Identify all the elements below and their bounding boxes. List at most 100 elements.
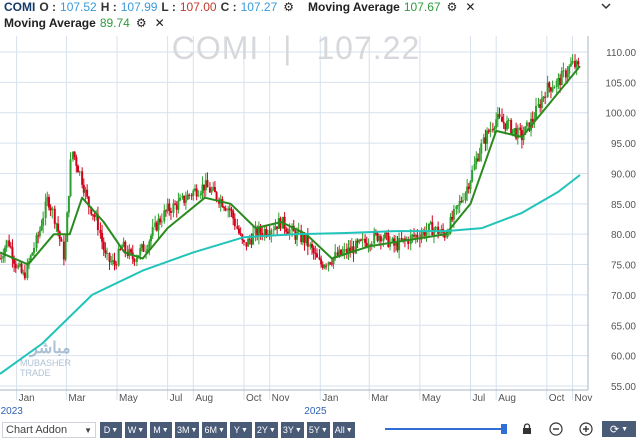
collapse-chevron-icon[interactable]: [600, 0, 612, 12]
candle-body: [391, 238, 394, 242]
candle-body: [438, 231, 441, 234]
period-button-3m[interactable]: 3M ▼: [175, 422, 200, 438]
candle-body: [33, 247, 36, 253]
candle-body: [75, 157, 78, 166]
candle-body: [35, 235, 38, 248]
period-button-5y[interactable]: 5Y ▼: [306, 422, 330, 438]
candle-body: [544, 96, 547, 98]
period-button-w[interactable]: W ▼: [125, 422, 147, 438]
x-tick-label: Nov: [575, 393, 593, 404]
chevron-down-icon: ▼: [111, 426, 119, 434]
candle-body: [427, 223, 430, 231]
candle-body: [64, 241, 67, 260]
candle-body: [184, 199, 187, 203]
candle-body: [549, 87, 552, 92]
candle-body: [347, 247, 350, 254]
candle-body: [252, 233, 255, 245]
candle-body: [215, 192, 218, 200]
candle-body: [403, 238, 406, 240]
candle-body: [486, 130, 489, 144]
candle-body: [507, 119, 510, 122]
candle-body: [382, 238, 385, 242]
candle-body: [286, 231, 289, 235]
candle-body: [197, 195, 200, 197]
ma1-close-icon[interactable]: ✕: [465, 0, 476, 14]
candle-body: [40, 225, 43, 231]
y-tick-label: 95.00: [611, 139, 636, 150]
period-button-2y[interactable]: 2Y ▼: [254, 422, 278, 438]
period-button-3y[interactable]: 3Y ▼: [280, 422, 304, 438]
zoom-in-icon[interactable]: [578, 421, 594, 437]
candle-body: [522, 134, 525, 141]
candle-body: [108, 253, 111, 262]
period-label: M: [153, 425, 161, 435]
watermark-separator: |: [283, 30, 293, 66]
y-tick-label: 110.00: [606, 48, 636, 59]
candle-body: [559, 78, 562, 86]
ma1-gear-icon[interactable]: ⚙: [446, 0, 458, 14]
watermark: COMI | 107.22: [0, 30, 592, 67]
candle-body: [159, 218, 162, 223]
chart-addon-label: Chart Addon: [6, 424, 68, 436]
candle-body: [145, 251, 148, 253]
candle-body: [314, 252, 317, 254]
candle-body: [455, 206, 458, 209]
candle-body: [491, 129, 494, 131]
candle-body: [449, 216, 452, 234]
candle-body: [505, 121, 508, 130]
candle-body: [539, 104, 542, 108]
candle-body: [204, 180, 207, 191]
candle-body: [22, 272, 25, 274]
ma2-close-icon[interactable]: ✕: [154, 16, 165, 30]
range-slider[interactable]: [385, 423, 507, 435]
period-button-m[interactable]: M ▼: [150, 422, 172, 438]
period-button-all[interactable]: All ▼: [332, 422, 355, 438]
chevron-down-icon: ▼: [240, 426, 248, 434]
x-year-label: 2025: [304, 406, 327, 417]
candle-body: [501, 116, 504, 122]
candle-body: [201, 184, 204, 194]
refresh-button[interactable]: ⟳ ▼: [602, 421, 636, 437]
candle-body: [148, 241, 151, 250]
candle-body: [566, 73, 569, 78]
slider-handle[interactable]: [501, 424, 507, 434]
period-button-y[interactable]: Y ▼: [229, 422, 252, 438]
y-tick-label: 60.00: [611, 352, 636, 363]
candle-body: [110, 261, 113, 263]
period-button-6m[interactable]: 6M ▼: [202, 422, 227, 438]
candle-body: [67, 196, 70, 213]
candle-body: [73, 151, 76, 158]
lock-icon[interactable]: [520, 421, 534, 437]
candle-body: [140, 244, 143, 249]
candle-body: [38, 230, 41, 237]
settings-gear-icon[interactable]: ⚙: [283, 0, 295, 14]
chart-addon-select[interactable]: Chart Addon ▼: [2, 422, 96, 438]
candle-body: [462, 200, 465, 202]
candle-body: [571, 60, 574, 64]
candle-body: [26, 262, 29, 279]
price-chart[interactable]: 110.00 105.00 100.00 95.00 90.00 85.00 80.00 75…: [0, 0, 640, 420]
candle-body: [17, 264, 20, 269]
candle-body: [373, 232, 376, 244]
candle-body: [513, 128, 516, 130]
candle-body: [276, 226, 279, 229]
candle-body: [117, 248, 120, 266]
chevron-down-icon: ▼: [161, 426, 169, 434]
candle-body: [227, 208, 230, 211]
period-button-d[interactable]: D ▼: [100, 422, 122, 438]
chevron-down-icon: ▼: [84, 425, 92, 435]
candle-body: [416, 234, 419, 238]
candle-body: [519, 127, 522, 131]
candle-body: [285, 228, 288, 232]
candle-body: [86, 189, 89, 197]
zoom-out-icon[interactable]: [548, 421, 564, 437]
ma2-gear-icon[interactable]: ⚙: [135, 16, 147, 30]
candle-body: [303, 234, 306, 243]
candle-body: [233, 218, 236, 227]
candle-body: [495, 119, 498, 128]
open-label: O :: [39, 0, 57, 14]
candle-body: [163, 210, 166, 222]
candle-body: [174, 203, 177, 205]
candle-body: [139, 248, 142, 256]
candle-body: [364, 238, 367, 243]
